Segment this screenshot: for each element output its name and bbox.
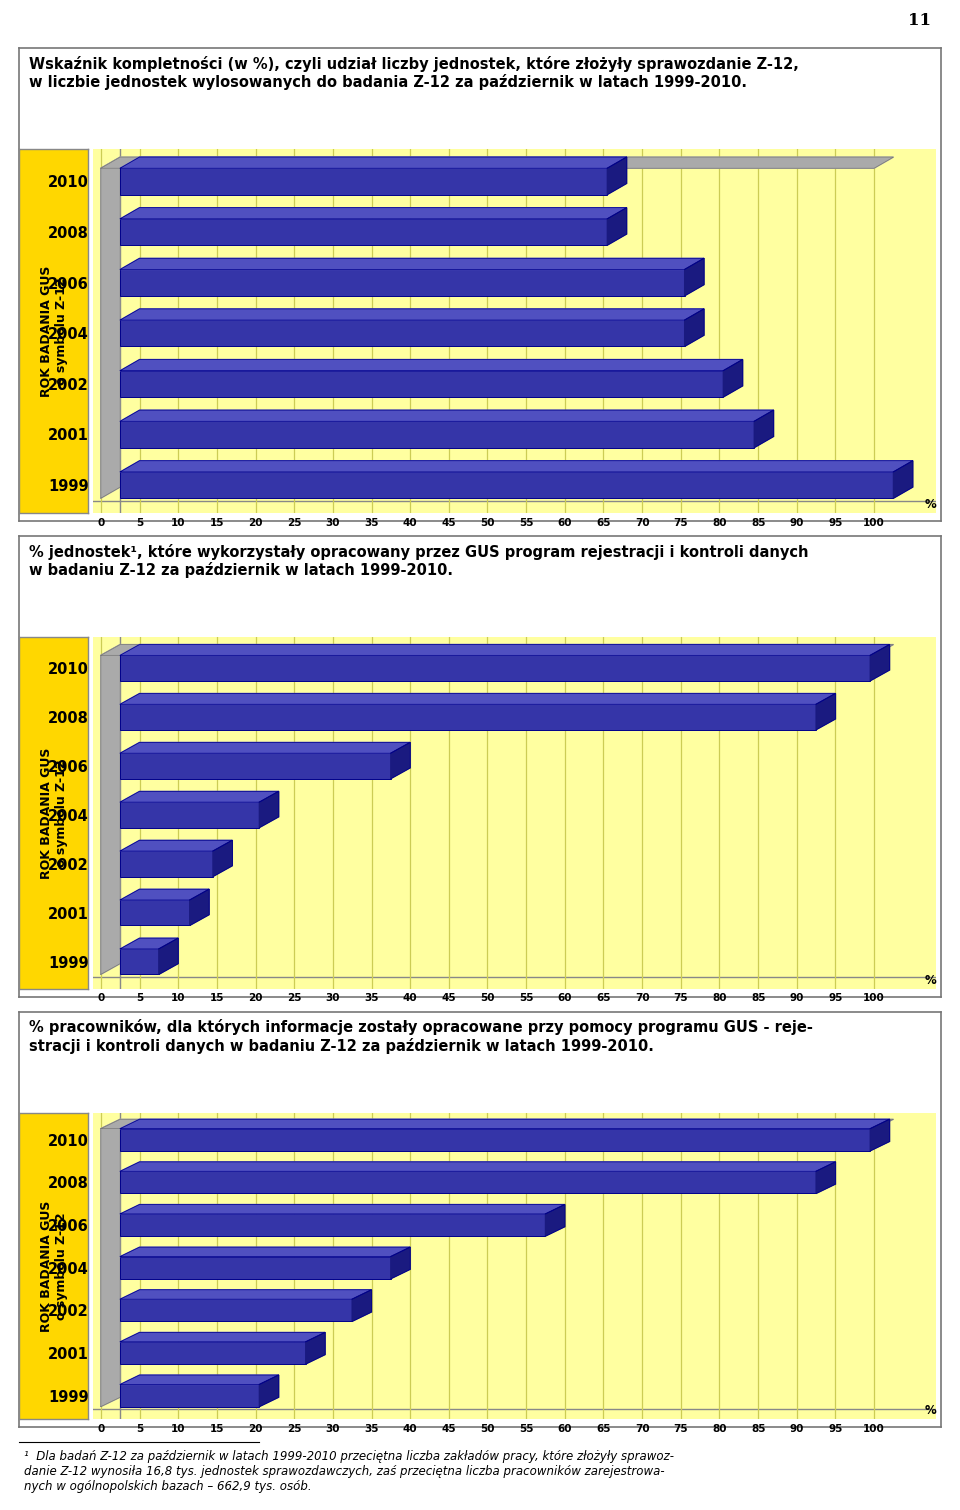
Polygon shape bbox=[120, 840, 232, 852]
Polygon shape bbox=[101, 1119, 894, 1128]
Text: Wskaźnik kompletności (w %), czyli udział liczby jednostek, które złożyły sprawo: Wskaźnik kompletności (w %), czyli udzia… bbox=[29, 56, 799, 91]
Bar bbox=[120, 1172, 816, 1193]
Bar bbox=[120, 473, 894, 498]
Text: %: % bbox=[924, 974, 936, 986]
Polygon shape bbox=[259, 1376, 278, 1407]
Polygon shape bbox=[120, 461, 913, 473]
Polygon shape bbox=[391, 1247, 410, 1279]
Polygon shape bbox=[259, 791, 278, 827]
Polygon shape bbox=[120, 157, 627, 168]
Polygon shape bbox=[120, 938, 179, 948]
Polygon shape bbox=[391, 743, 410, 779]
Polygon shape bbox=[158, 938, 179, 974]
Text: ROK BADANIA GUS
o symbolu Z-12: ROK BADANIA GUS o symbolu Z-12 bbox=[39, 266, 68, 397]
Text: ROK BADANIA GUS
o symbolu Z-12: ROK BADANIA GUS o symbolu Z-12 bbox=[39, 1200, 68, 1332]
Bar bbox=[120, 1214, 545, 1237]
Polygon shape bbox=[684, 258, 704, 296]
Polygon shape bbox=[352, 1290, 372, 1321]
Bar bbox=[120, 1385, 259, 1407]
Polygon shape bbox=[608, 208, 627, 245]
Polygon shape bbox=[101, 645, 894, 655]
Bar bbox=[120, 948, 158, 974]
Polygon shape bbox=[120, 1290, 372, 1299]
Bar bbox=[120, 852, 213, 876]
Bar bbox=[120, 704, 816, 729]
Polygon shape bbox=[120, 411, 774, 421]
Bar bbox=[120, 370, 723, 397]
Bar bbox=[120, 1342, 306, 1364]
Polygon shape bbox=[608, 157, 627, 195]
Text: ROK BADANIA GUS
o symbolu Z-12: ROK BADANIA GUS o symbolu Z-12 bbox=[39, 747, 68, 879]
Polygon shape bbox=[723, 359, 743, 397]
Text: 11: 11 bbox=[908, 12, 931, 29]
Polygon shape bbox=[120, 310, 704, 320]
Bar bbox=[120, 655, 871, 681]
Polygon shape bbox=[120, 743, 410, 753]
Bar bbox=[120, 168, 608, 195]
Polygon shape bbox=[120, 791, 278, 802]
Polygon shape bbox=[120, 1376, 278, 1385]
Polygon shape bbox=[120, 1119, 890, 1128]
Bar bbox=[120, 1256, 391, 1279]
Polygon shape bbox=[120, 889, 209, 900]
Polygon shape bbox=[306, 1332, 325, 1364]
Polygon shape bbox=[120, 258, 704, 269]
Bar bbox=[120, 269, 684, 296]
Bar bbox=[120, 1128, 871, 1151]
Text: % pracowników, dla których informacje zostały opracowane przy pomocy programu GU: % pracowników, dla których informacje zo… bbox=[29, 1019, 813, 1054]
Polygon shape bbox=[190, 889, 209, 926]
Bar bbox=[120, 1299, 352, 1321]
Polygon shape bbox=[101, 157, 894, 168]
Polygon shape bbox=[120, 359, 743, 370]
Bar bbox=[120, 802, 259, 827]
Polygon shape bbox=[816, 693, 835, 729]
Bar bbox=[120, 753, 391, 779]
Text: % jednostek¹, które wykorzystały opracowany przez GUS program rejestracji i kont: % jednostek¹, które wykorzystały opracow… bbox=[29, 544, 808, 578]
Polygon shape bbox=[871, 1119, 890, 1151]
Polygon shape bbox=[545, 1205, 564, 1237]
Polygon shape bbox=[101, 1119, 120, 1407]
Polygon shape bbox=[213, 840, 232, 876]
Polygon shape bbox=[871, 645, 890, 681]
Bar bbox=[120, 320, 684, 346]
Text: %: % bbox=[924, 498, 936, 510]
Polygon shape bbox=[120, 1205, 564, 1214]
Polygon shape bbox=[120, 1161, 835, 1172]
Polygon shape bbox=[755, 411, 774, 447]
Bar bbox=[120, 421, 755, 447]
Polygon shape bbox=[101, 645, 120, 974]
Text: %: % bbox=[924, 1404, 936, 1418]
Polygon shape bbox=[120, 645, 890, 655]
Polygon shape bbox=[894, 461, 913, 498]
Polygon shape bbox=[120, 208, 627, 219]
Text: ¹  Dla badań Z-12 za październik w latach 1999-2010 przeciętna liczba zakładów p: ¹ Dla badań Z-12 za październik w latach… bbox=[24, 1450, 674, 1492]
Bar bbox=[120, 219, 608, 245]
Polygon shape bbox=[101, 157, 120, 498]
Polygon shape bbox=[816, 1161, 835, 1193]
Polygon shape bbox=[684, 310, 704, 346]
Bar bbox=[120, 900, 190, 926]
Polygon shape bbox=[120, 693, 835, 704]
Polygon shape bbox=[120, 1247, 410, 1256]
Polygon shape bbox=[120, 1332, 325, 1342]
